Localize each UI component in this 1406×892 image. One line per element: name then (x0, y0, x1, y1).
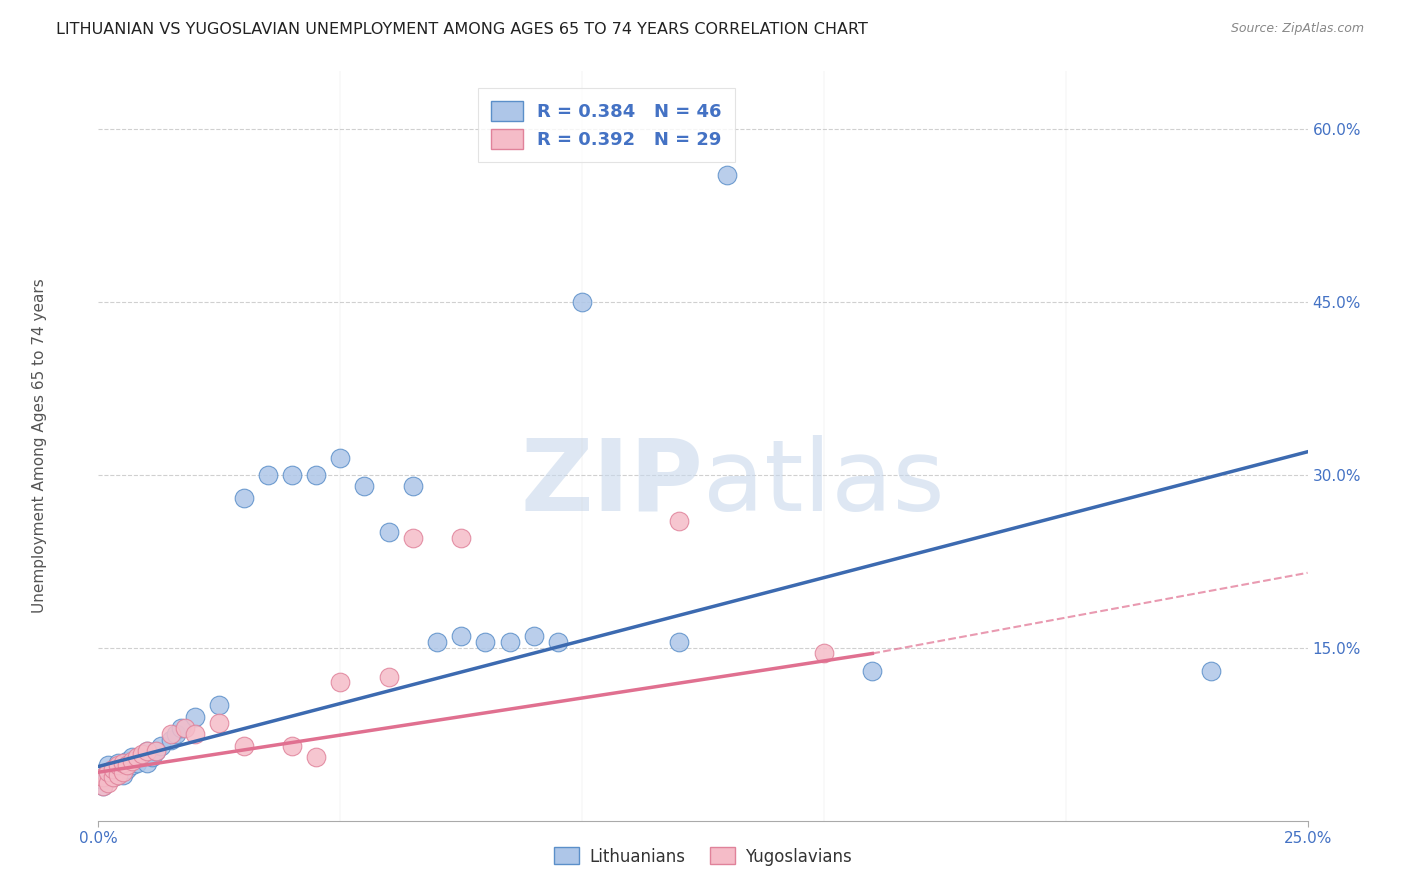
Point (121, 758, 143, 772)
Point (145, 744, 167, 758)
Point (101, 762, 124, 776)
Point (169, 722, 191, 736)
Point (232, 739, 254, 753)
Point (450, 531, 472, 545)
Point (813, 647, 835, 661)
Point (305, 467, 328, 482)
Point (131, 747, 153, 761)
Point (498, 635, 520, 649)
Point (353, 479, 375, 493)
Point (377, 525, 399, 540)
Point (160, 733, 183, 747)
Point (117, 762, 139, 776)
Point (127, 756, 149, 770)
Text: atlas: atlas (703, 435, 945, 532)
Point (101, 770, 124, 784)
Point (329, 675, 352, 690)
Point (91, 779, 114, 793)
Point (160, 727, 183, 741)
Point (107, 756, 129, 770)
Point (145, 744, 167, 758)
Point (860, 664, 883, 678)
Point (97, 775, 120, 789)
Point (111, 756, 134, 770)
Point (111, 767, 134, 781)
Point (165, 727, 187, 741)
Text: Source: ZipAtlas.com: Source: ZipAtlas.com (1230, 22, 1364, 36)
Point (107, 767, 129, 781)
Point (208, 715, 231, 730)
Point (117, 758, 139, 772)
Point (101, 770, 124, 784)
Point (127, 750, 149, 764)
Point (131, 750, 153, 764)
Point (101, 764, 124, 778)
Point (305, 750, 328, 764)
Point (426, 635, 449, 649)
Point (184, 710, 207, 724)
Point (107, 758, 129, 772)
Point (135, 756, 157, 770)
Point (256, 467, 278, 482)
Point (668, 635, 690, 649)
Point (91, 779, 114, 793)
Point (547, 635, 569, 649)
Point (111, 765, 134, 780)
Text: LITHUANIAN VS YUGOSLAVIAN UNEMPLOYMENT AMONG AGES 65 TO 74 YEARS CORRELATION CHA: LITHUANIAN VS YUGOSLAVIAN UNEMPLOYMENT A… (56, 22, 868, 37)
Point (281, 467, 304, 482)
Legend: Lithuanians, Yugoslavians: Lithuanians, Yugoslavians (547, 841, 859, 872)
Point (141, 750, 163, 764)
Point (107, 767, 129, 781)
Point (523, 629, 546, 643)
Point (329, 450, 352, 465)
Point (402, 531, 425, 545)
Point (135, 744, 157, 758)
Point (91, 770, 114, 784)
Text: Unemployment Among Ages 65 to 74 years: Unemployment Among Ages 65 to 74 years (32, 278, 46, 614)
Point (121, 750, 143, 764)
Point (281, 739, 304, 753)
Point (111, 758, 134, 772)
Point (377, 669, 399, 683)
Point (571, 294, 593, 309)
Point (402, 479, 425, 493)
Point (474, 635, 496, 649)
Point (232, 491, 254, 505)
Point (1199, 664, 1222, 678)
Point (97, 765, 120, 780)
Point (97, 765, 120, 780)
Text: ZIP: ZIP (520, 435, 703, 532)
Point (208, 698, 231, 713)
Point (91, 773, 114, 788)
Point (450, 629, 472, 643)
Point (135, 744, 157, 758)
Point (668, 514, 690, 528)
Point (117, 754, 139, 768)
Point (121, 754, 143, 768)
Point (174, 722, 197, 736)
Point (97, 770, 120, 784)
Point (184, 727, 207, 741)
Point (150, 739, 173, 753)
Point (716, 168, 738, 182)
Point (97, 758, 120, 772)
